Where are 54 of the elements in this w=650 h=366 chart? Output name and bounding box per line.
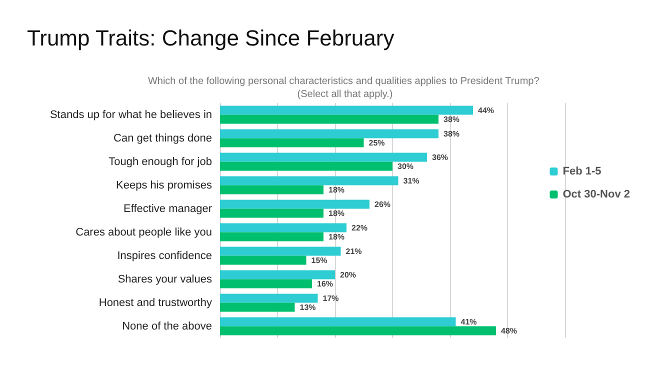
data-label: 17% xyxy=(322,294,339,303)
data-label: 48% xyxy=(501,326,518,336)
y-tick-label: Inspires confidence xyxy=(117,250,212,262)
y-tick-label: None of the above xyxy=(122,320,212,332)
legend-label: Oct 30-Nov 2 xyxy=(562,188,630,200)
bar xyxy=(220,223,346,232)
bar xyxy=(220,270,335,280)
data-label: 36% xyxy=(432,152,448,162)
bar xyxy=(220,302,295,312)
bar xyxy=(220,129,438,138)
bar xyxy=(220,294,318,303)
bar xyxy=(220,326,496,336)
data-label: 16% xyxy=(317,279,334,288)
bar xyxy=(220,138,364,148)
bar xyxy=(220,256,306,265)
bar xyxy=(220,279,312,288)
data-label: 38% xyxy=(444,129,460,138)
y-tick-label: Can get things done xyxy=(114,132,212,144)
bar xyxy=(220,317,456,326)
bar xyxy=(220,152,427,162)
data-label: 18% xyxy=(328,208,345,218)
bar xyxy=(220,208,324,218)
y-tick-label: Keeps his promises xyxy=(116,179,212,192)
bar xyxy=(220,176,398,186)
data-label: 22% xyxy=(352,223,368,232)
data-label: 26% xyxy=(374,200,391,209)
bar xyxy=(220,246,341,256)
bar xyxy=(220,200,370,209)
bar xyxy=(220,106,473,115)
bar xyxy=(220,114,438,124)
y-tick-label: Stands up for what he believes in xyxy=(50,108,212,121)
data-label: 13% xyxy=(300,302,316,312)
bar xyxy=(220,232,324,242)
data-label: 41% xyxy=(460,317,477,326)
y-tick-label: Effective manager xyxy=(124,202,212,215)
data-label: 44% xyxy=(478,106,494,115)
y-tick-label: Tough enough for job xyxy=(108,156,212,168)
data-label: 25% xyxy=(368,138,385,148)
chart-subtitle: Which of the following personal characteristics and qualities applies to President Trump? (Select all that apply.) xyxy=(148,76,542,100)
data-label: 20% xyxy=(340,270,356,280)
y-tick-label: Shares your values xyxy=(118,273,212,286)
data-label: 18% xyxy=(328,232,345,242)
chart-title: Trump Traits: Change Since February xyxy=(27,26,394,50)
legend-label: Feb 1-5 xyxy=(562,166,602,178)
data-label: 21% xyxy=(346,246,362,256)
y-tick-label: Cares about people like you xyxy=(76,226,212,238)
y-tick-label: Honest and trustworthy xyxy=(98,296,212,309)
bar xyxy=(220,162,392,171)
data-label: 38% xyxy=(444,114,460,124)
data-label: 31% xyxy=(403,176,420,186)
data-label: 15% xyxy=(311,256,328,265)
data-label: 18% xyxy=(328,185,345,194)
bar xyxy=(220,185,324,194)
data-label: 30% xyxy=(398,162,414,171)
